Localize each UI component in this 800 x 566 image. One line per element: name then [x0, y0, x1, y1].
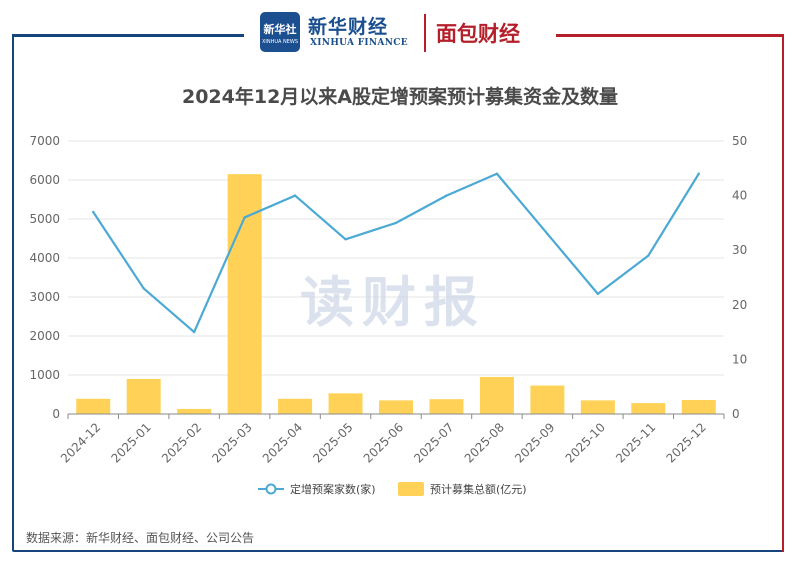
x-tick-label: 2025-02 — [159, 420, 204, 465]
bar-2025-03 — [227, 174, 262, 414]
x-tick-label: 2025-05 — [310, 420, 355, 465]
xinhua-logo-icon: 新华社 XINHUA NEWS — [260, 12, 300, 52]
x-tick-label: 2025-01 — [108, 420, 153, 465]
frame-top-red — [556, 34, 784, 37]
bar-2025-05 — [328, 393, 363, 414]
y-left-tick-label: 6000 — [29, 173, 60, 187]
data-source-note: 数据来源：新华财经、面包财经、公司公告 — [26, 531, 255, 545]
y-right-tick-label: 50 — [732, 134, 747, 148]
xinhua-logo-text: 新华社 — [263, 23, 297, 36]
y-left-tick-label: 2000 — [29, 329, 60, 343]
x-tick-label: 2025-10 — [563, 420, 608, 465]
xinhua-finance-sub: XINHUA FINANCE — [310, 38, 408, 48]
bar-2025-10 — [580, 400, 615, 414]
chart-title: 2024年12月以来A股定增预案预计募集资金及数量 — [181, 86, 619, 108]
line-point-2025-10 — [596, 292, 600, 296]
line-point-2025-12 — [697, 172, 700, 175]
xinhua-logo-sub: XINHUA NEWS — [261, 39, 299, 45]
y-left-tick-label: 3000 — [29, 290, 60, 304]
bar-2025-07 — [429, 399, 464, 414]
y-right-tick-label: 10 — [732, 352, 747, 366]
watermark-text: 读财报 — [300, 271, 486, 334]
x-tick-label: 2025-03 — [209, 420, 254, 465]
frame-right-red — [782, 34, 784, 552]
legend-line-label: 定增预案家数(家) — [290, 482, 376, 496]
y-left-tick-label: 1000 — [29, 368, 60, 382]
line-point-2025-07 — [445, 194, 448, 197]
line-point-2025-08 — [495, 172, 499, 175]
line-point-2025-03 — [243, 216, 246, 219]
x-tick-label: 2025-11 — [613, 420, 658, 465]
y-right-tick-label: 20 — [732, 298, 747, 312]
legend-bar-label: 预计募集总额(亿元) — [430, 482, 527, 496]
x-tick-label: 2025-12 — [664, 420, 709, 465]
line-point-2025-06 — [394, 221, 398, 225]
bar-2025-02 — [177, 408, 212, 414]
bar-2025-04 — [278, 398, 313, 414]
bar-2025-09 — [530, 385, 565, 414]
mianbao-finance-logo: 面包财经 — [436, 22, 520, 46]
line-point-2025-09 — [546, 232, 549, 236]
frame-top-blue — [12, 34, 244, 37]
line-point-2025-02 — [192, 330, 196, 334]
y-left-tick-label: 5000 — [29, 212, 60, 226]
x-tick-label: 2025-09 — [512, 420, 557, 465]
line-point-2025-01 — [142, 287, 145, 290]
y-right-tick-label: 0 — [732, 407, 740, 421]
y-left-tick-label: 0 — [52, 407, 60, 421]
bar-2024-12 — [76, 398, 111, 414]
bar-2025-12 — [681, 399, 716, 414]
bar-2025-08 — [479, 376, 514, 414]
header-divider — [424, 14, 426, 52]
bar-2025-06 — [379, 400, 413, 414]
x-tick-label: 2024-12 — [58, 420, 103, 465]
x-tick-label: 2025-04 — [260, 420, 305, 465]
y-left-tick-label: 4000 — [29, 251, 60, 265]
bar-2025-11 — [631, 403, 666, 414]
x-tick-label: 2025-08 — [462, 420, 507, 465]
line-point-2024-12 — [92, 210, 95, 214]
xinhua-finance-name: 新华财经 — [308, 16, 389, 38]
bar-2025-01 — [126, 378, 161, 414]
y-right-tick-label: 30 — [732, 243, 747, 257]
x-tick-label: 2025-07 — [411, 420, 456, 465]
legend-bar-symbol — [398, 482, 424, 496]
brand-header: 新华社 XINHUA NEWS 新华财经 XINHUA FINANCE 面包财经 — [244, 6, 556, 58]
y-right-tick-label: 40 — [732, 189, 747, 203]
line-point-2025-11 — [647, 254, 650, 257]
line-point-2025-05 — [344, 238, 347, 241]
x-tick-label: 2025-06 — [361, 420, 406, 465]
line-point-2025-04 — [293, 194, 297, 197]
legend-line-marker — [265, 483, 277, 495]
y-left-tick-label: 7000 — [29, 134, 60, 148]
